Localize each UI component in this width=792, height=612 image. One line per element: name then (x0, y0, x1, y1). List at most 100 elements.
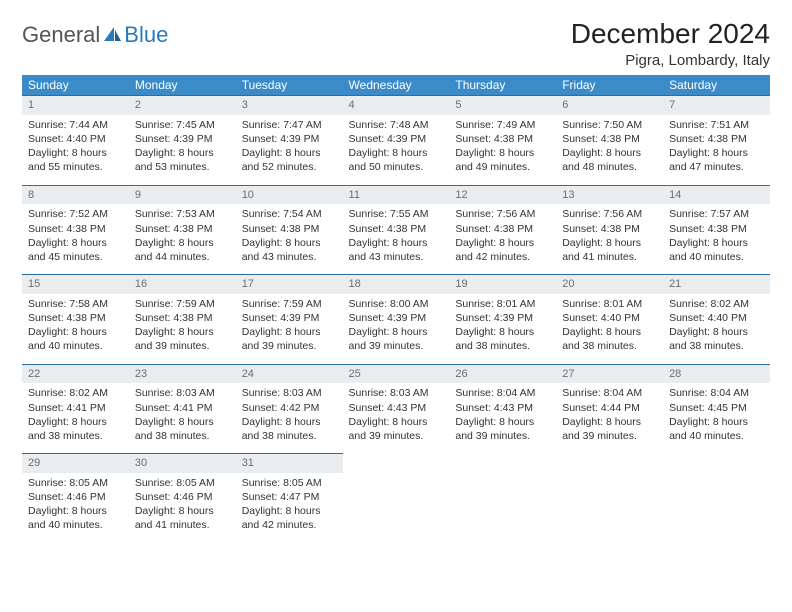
day-number: 11 (343, 186, 450, 205)
daylight-line: Daylight: 8 hours and 39 minutes. (455, 415, 550, 443)
daylight-line: Daylight: 8 hours and 38 minutes. (455, 325, 550, 353)
sunset-line: Sunset: 4:39 PM (135, 132, 230, 146)
sunrise-line: Sunrise: 7:55 AM (349, 207, 444, 221)
sunrise-line: Sunrise: 8:05 AM (135, 476, 230, 490)
calendar-cell: 17Sunrise: 7:59 AMSunset: 4:39 PMDayligh… (236, 275, 343, 365)
sunset-line: Sunset: 4:38 PM (455, 132, 550, 146)
daylight-line: Daylight: 8 hours and 39 minutes. (349, 325, 444, 353)
sunset-line: Sunset: 4:43 PM (455, 401, 550, 415)
sunset-line: Sunset: 4:38 PM (135, 311, 230, 325)
daylight-line: Daylight: 8 hours and 53 minutes. (135, 146, 230, 174)
calendar-cell: 20Sunrise: 8:01 AMSunset: 4:40 PMDayligh… (556, 275, 663, 365)
sunset-line: Sunset: 4:41 PM (28, 401, 123, 415)
day-number: 9 (129, 186, 236, 205)
calendar-cell: 31Sunrise: 8:05 AMSunset: 4:47 PMDayligh… (236, 454, 343, 543)
day-number: 21 (663, 275, 770, 294)
sunrise-line: Sunrise: 7:56 AM (562, 207, 657, 221)
day-body: Sunrise: 7:55 AMSunset: 4:38 PMDaylight:… (343, 204, 450, 274)
day-body: Sunrise: 8:02 AMSunset: 4:41 PMDaylight:… (22, 383, 129, 453)
sunset-line: Sunset: 4:39 PM (349, 311, 444, 325)
day-body: Sunrise: 8:02 AMSunset: 4:40 PMDaylight:… (663, 294, 770, 364)
header: General Blue December 2024 Pigra, Lombar… (22, 18, 770, 69)
daylight-line: Daylight: 8 hours and 38 minutes. (562, 325, 657, 353)
day-number: 17 (236, 275, 343, 294)
day-number: 10 (236, 186, 343, 205)
sunrise-line: Sunrise: 7:53 AM (135, 207, 230, 221)
day-number: 18 (343, 275, 450, 294)
calendar-cell: 2Sunrise: 7:45 AMSunset: 4:39 PMDaylight… (129, 96, 236, 186)
location: Pigra, Lombardy, Italy (571, 52, 770, 69)
daylight-line: Daylight: 8 hours and 43 minutes. (242, 236, 337, 264)
calendar-cell: 21Sunrise: 8:02 AMSunset: 4:40 PMDayligh… (663, 275, 770, 365)
day-body: Sunrise: 7:49 AMSunset: 4:38 PMDaylight:… (449, 115, 556, 185)
sunset-line: Sunset: 4:39 PM (242, 132, 337, 146)
daylight-line: Daylight: 8 hours and 47 minutes. (669, 146, 764, 174)
calendar-cell (343, 454, 450, 543)
weekday-header: Sunday (22, 75, 129, 96)
sunrise-line: Sunrise: 8:03 AM (242, 386, 337, 400)
sunrise-line: Sunrise: 8:05 AM (242, 476, 337, 490)
day-body: Sunrise: 7:47 AMSunset: 4:39 PMDaylight:… (236, 115, 343, 185)
day-body: Sunrise: 8:04 AMSunset: 4:45 PMDaylight:… (663, 383, 770, 453)
calendar-week: 1Sunrise: 7:44 AMSunset: 4:40 PMDaylight… (22, 96, 770, 186)
daylight-line: Daylight: 8 hours and 40 minutes. (669, 415, 764, 443)
sunset-line: Sunset: 4:46 PM (135, 490, 230, 504)
day-number: 14 (663, 186, 770, 205)
sunset-line: Sunset: 4:40 PM (562, 311, 657, 325)
sunrise-line: Sunrise: 7:49 AM (455, 118, 550, 132)
daylight-line: Daylight: 8 hours and 39 minutes. (135, 325, 230, 353)
daylight-line: Daylight: 8 hours and 44 minutes. (135, 236, 230, 264)
sunset-line: Sunset: 4:40 PM (28, 132, 123, 146)
sunrise-line: Sunrise: 7:54 AM (242, 207, 337, 221)
sunset-line: Sunset: 4:38 PM (242, 222, 337, 236)
daylight-line: Daylight: 8 hours and 52 minutes. (242, 146, 337, 174)
day-body: Sunrise: 7:57 AMSunset: 4:38 PMDaylight:… (663, 204, 770, 274)
calendar-cell: 4Sunrise: 7:48 AMSunset: 4:39 PMDaylight… (343, 96, 450, 186)
day-body: Sunrise: 8:04 AMSunset: 4:43 PMDaylight:… (449, 383, 556, 453)
daylight-line: Daylight: 8 hours and 40 minutes. (28, 504, 123, 532)
day-body: Sunrise: 7:53 AMSunset: 4:38 PMDaylight:… (129, 204, 236, 274)
day-number: 30 (129, 454, 236, 473)
sunrise-line: Sunrise: 7:59 AM (135, 297, 230, 311)
calendar-cell: 5Sunrise: 7:49 AMSunset: 4:38 PMDaylight… (449, 96, 556, 186)
sunrise-line: Sunrise: 8:05 AM (28, 476, 123, 490)
daylight-line: Daylight: 8 hours and 39 minutes. (242, 325, 337, 353)
weekday-header: Saturday (663, 75, 770, 96)
day-body: Sunrise: 7:45 AMSunset: 4:39 PMDaylight:… (129, 115, 236, 185)
day-number: 24 (236, 365, 343, 384)
calendar-cell: 24Sunrise: 8:03 AMSunset: 4:42 PMDayligh… (236, 364, 343, 454)
calendar-cell: 13Sunrise: 7:56 AMSunset: 4:38 PMDayligh… (556, 185, 663, 275)
calendar-cell: 8Sunrise: 7:52 AMSunset: 4:38 PMDaylight… (22, 185, 129, 275)
daylight-line: Daylight: 8 hours and 55 minutes. (28, 146, 123, 174)
daylight-line: Daylight: 8 hours and 42 minutes. (455, 236, 550, 264)
weekday-header: Monday (129, 75, 236, 96)
sunrise-line: Sunrise: 8:04 AM (562, 386, 657, 400)
calendar-cell: 6Sunrise: 7:50 AMSunset: 4:38 PMDaylight… (556, 96, 663, 186)
daylight-line: Daylight: 8 hours and 49 minutes. (455, 146, 550, 174)
daylight-line: Daylight: 8 hours and 43 minutes. (349, 236, 444, 264)
calendar-week: 29Sunrise: 8:05 AMSunset: 4:46 PMDayligh… (22, 454, 770, 543)
calendar-cell (663, 454, 770, 543)
calendar-week: 22Sunrise: 8:02 AMSunset: 4:41 PMDayligh… (22, 364, 770, 454)
calendar-cell: 28Sunrise: 8:04 AMSunset: 4:45 PMDayligh… (663, 364, 770, 454)
day-number: 27 (556, 365, 663, 384)
sunrise-line: Sunrise: 7:52 AM (28, 207, 123, 221)
day-body: Sunrise: 7:58 AMSunset: 4:38 PMDaylight:… (22, 294, 129, 364)
day-body: Sunrise: 8:05 AMSunset: 4:46 PMDaylight:… (22, 473, 129, 543)
calendar-cell: 27Sunrise: 8:04 AMSunset: 4:44 PMDayligh… (556, 364, 663, 454)
day-number: 29 (22, 454, 129, 473)
logo: General Blue (22, 22, 168, 48)
calendar-head: SundayMondayTuesdayWednesdayThursdayFrid… (22, 75, 770, 96)
weekday-header: Thursday (449, 75, 556, 96)
day-body: Sunrise: 7:54 AMSunset: 4:38 PMDaylight:… (236, 204, 343, 274)
sunrise-line: Sunrise: 7:50 AM (562, 118, 657, 132)
calendar-cell: 29Sunrise: 8:05 AMSunset: 4:46 PMDayligh… (22, 454, 129, 543)
calendar-cell: 14Sunrise: 7:57 AMSunset: 4:38 PMDayligh… (663, 185, 770, 275)
calendar-week: 8Sunrise: 7:52 AMSunset: 4:38 PMDaylight… (22, 185, 770, 275)
daylight-line: Daylight: 8 hours and 48 minutes. (562, 146, 657, 174)
day-body: Sunrise: 7:56 AMSunset: 4:38 PMDaylight:… (449, 204, 556, 274)
day-number: 23 (129, 365, 236, 384)
calendar-cell: 25Sunrise: 8:03 AMSunset: 4:43 PMDayligh… (343, 364, 450, 454)
day-body: Sunrise: 7:44 AMSunset: 4:40 PMDaylight:… (22, 115, 129, 185)
sunrise-line: Sunrise: 8:03 AM (349, 386, 444, 400)
